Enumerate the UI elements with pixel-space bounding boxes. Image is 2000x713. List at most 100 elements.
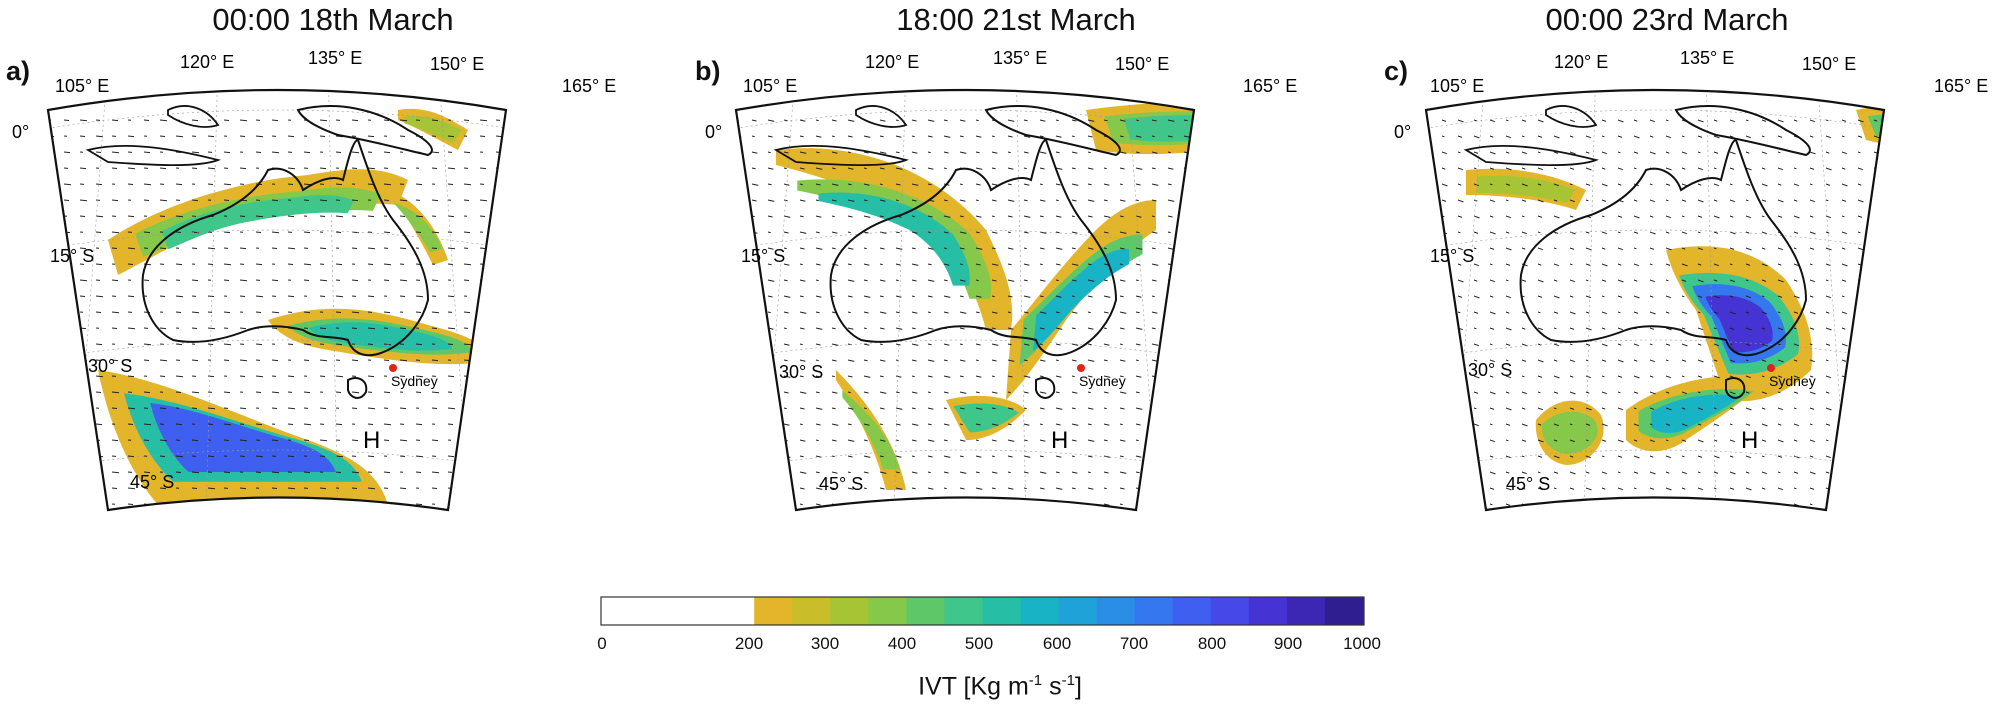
wind-vector (991, 439, 997, 442)
wind-vector (1633, 359, 1638, 362)
wind-vector (1665, 119, 1669, 122)
wind-vector (959, 183, 963, 186)
wind-vector (191, 391, 200, 394)
wind-vector (1809, 231, 1816, 235)
wind-vector (351, 167, 358, 169)
wind-vector (1857, 487, 1863, 491)
wind-vector (815, 295, 822, 298)
wind-vector (1697, 295, 1703, 298)
wind-vector (751, 455, 755, 458)
wind-vector (1007, 311, 1011, 314)
wind-vector (1489, 343, 1493, 346)
new-guinea-coastline (1674, 105, 1811, 157)
wind-vector (1601, 343, 1608, 347)
wind-vector (383, 119, 390, 121)
wind-vector (223, 423, 232, 426)
lat-label: 45° S (1506, 474, 1550, 494)
wind-vector (1071, 167, 1076, 170)
wind-vector (1087, 471, 1091, 474)
wind-vector (1681, 279, 1687, 282)
wind-vector (1777, 487, 1783, 491)
lon-label: 120° E (1554, 52, 1608, 72)
wind-vector (767, 151, 771, 154)
wind-vector (1777, 343, 1782, 346)
wind-vector (1761, 231, 1767, 235)
wind-vector (1569, 215, 1574, 218)
wind-vector (1426, 487, 1432, 491)
wind-vector (911, 487, 916, 490)
wind-vector (767, 183, 772, 186)
wind-vector (1729, 359, 1735, 363)
wind-vector (1873, 359, 1878, 362)
wind-vector (831, 167, 836, 170)
wind-vector (1505, 455, 1511, 459)
wind-vector (1569, 247, 1575, 250)
wind-vector (1151, 471, 1158, 474)
wind-vector (1697, 199, 1704, 203)
wind-vector (1039, 263, 1043, 266)
wind-vector (736, 359, 739, 362)
wind-vector (1857, 199, 1864, 203)
wind-vector (495, 311, 502, 313)
wind-vector (95, 215, 104, 218)
ivt-contour (1541, 411, 1598, 454)
wind-vector (831, 183, 839, 186)
wind-vector (1569, 455, 1574, 458)
wind-vector (447, 327, 456, 330)
wind-vector (1633, 487, 1637, 490)
wind-vector (399, 199, 408, 202)
wind-vector (1023, 247, 1027, 250)
wind-vector (1457, 503, 1462, 506)
wind-vector (79, 295, 86, 297)
wind-vector (751, 295, 755, 298)
wind-vector (831, 439, 837, 442)
wind-vector (239, 119, 248, 122)
wind-vector (1457, 183, 1462, 186)
wind-vector (991, 231, 998, 234)
wind-vector (191, 167, 198, 169)
wind-vector (1761, 183, 1768, 187)
wind-vector (1857, 503, 1862, 506)
wind-vector (1665, 199, 1669, 202)
wind-vector (223, 263, 232, 266)
wind-vector (1441, 327, 1446, 330)
wind-vector (159, 135, 166, 137)
wind-vector (1601, 231, 1607, 235)
wind-vector (1183, 455, 1191, 458)
wind-vector (1585, 167, 1592, 171)
wind-vector (1601, 455, 1605, 458)
wind-vector (1167, 199, 1175, 202)
wind-vector (1473, 167, 1477, 170)
wind-vector (239, 279, 248, 282)
wind-vector (175, 311, 182, 313)
wind-vector (239, 327, 247, 330)
wind-vector (287, 343, 294, 345)
wind-vector (1505, 295, 1511, 299)
wind-vector (1793, 215, 1800, 219)
wind-vector (1119, 215, 1124, 218)
wind-vector (1569, 199, 1575, 203)
wind-vector (463, 359, 470, 361)
wind-vector (1841, 327, 1846, 330)
wind-vector (1841, 375, 1845, 378)
wind-vector (95, 311, 102, 313)
wind-vector (975, 503, 981, 506)
wind-vector (1505, 327, 1512, 331)
wind-vector (303, 279, 310, 281)
wind-vector (351, 471, 360, 474)
wind-vector (1553, 439, 1558, 442)
lat-label: 0° (705, 122, 722, 142)
wind-vector (1489, 407, 1495, 410)
wind-vector (191, 311, 200, 314)
wind-vector (751, 343, 759, 346)
wind-vector (1023, 423, 1030, 426)
wind-vector (367, 503, 374, 505)
wind-vector (1713, 375, 1720, 379)
wind-vector (991, 167, 996, 170)
wind-vector (767, 503, 772, 506)
wind-vector (1039, 279, 1046, 282)
wind-vector (1713, 311, 1719, 314)
wind-vector (1087, 183, 1092, 186)
wind-vector (1473, 407, 1477, 410)
wind-vector (127, 375, 135, 378)
